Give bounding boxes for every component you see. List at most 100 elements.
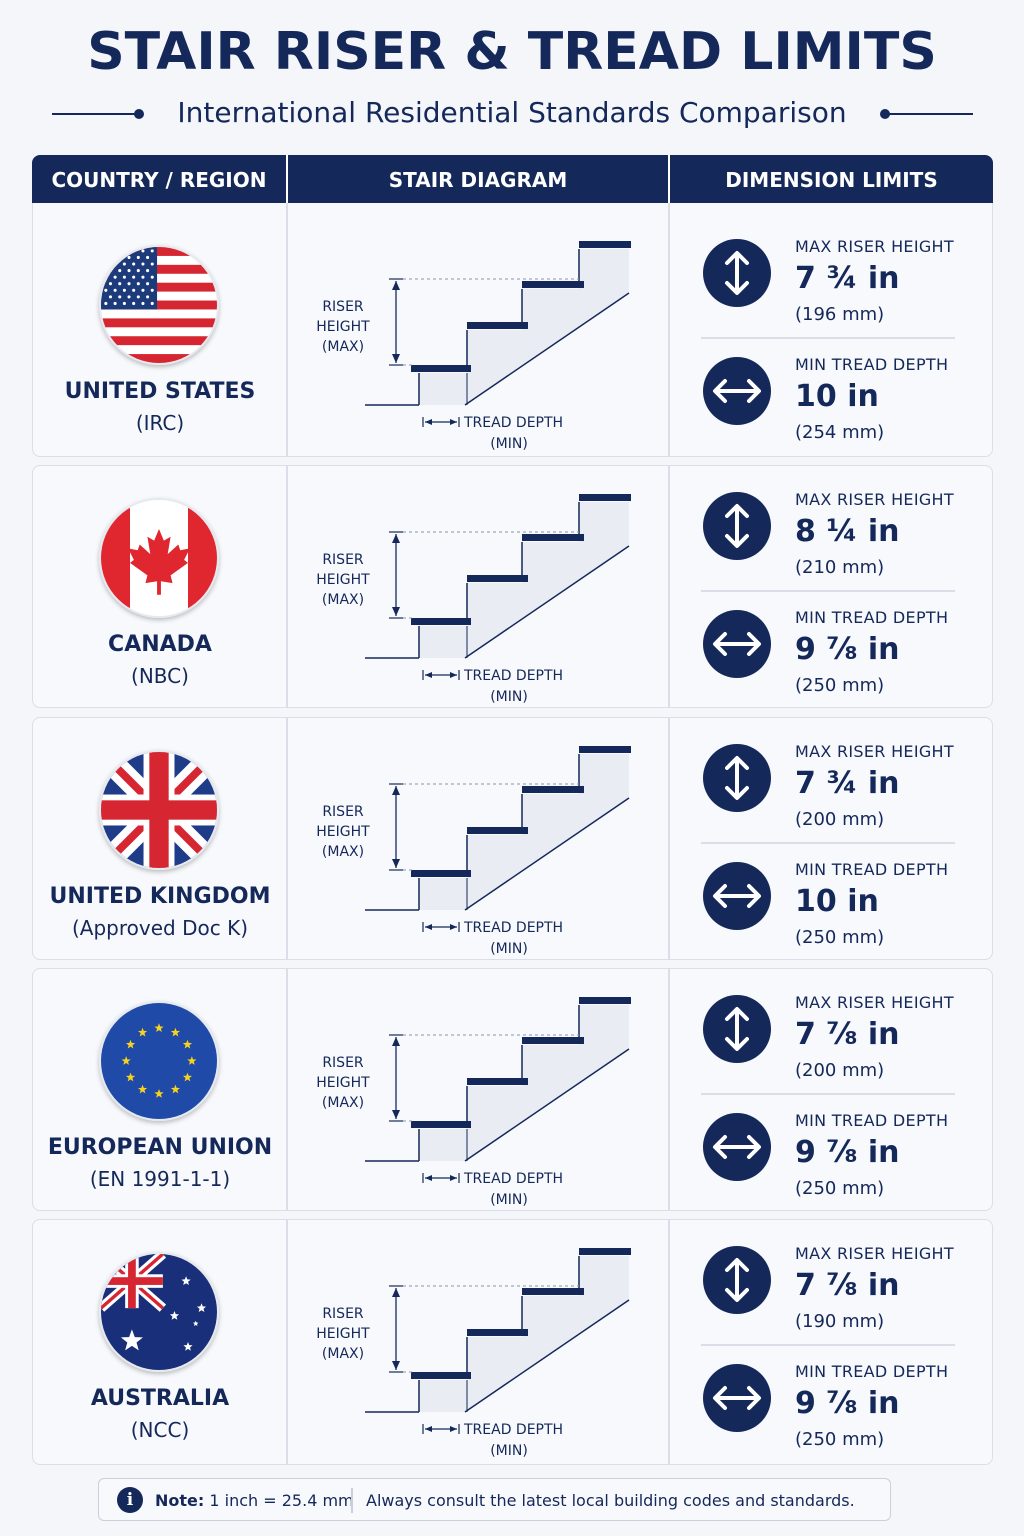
riser-label-line3: (MAX) [322, 1095, 364, 1111]
column-separator [668, 718, 670, 959]
riser-label-line1: RISER [322, 552, 364, 568]
tread-board [411, 870, 471, 877]
tread-board [579, 241, 631, 248]
column-header-separator [668, 155, 670, 203]
column-header-separator [286, 155, 288, 203]
note-conversion: Note: 1 inch = 25.4 mm [155, 1491, 354, 1510]
table-row-canada: CANADA (NBC) RISER HEIGHT (MAX) TREAD DEPTH (M… [32, 465, 993, 708]
dimension-limits: MAX RISER HEIGHT 7 ⅞ in (200 mm) MIN TREAD … [669, 969, 994, 1212]
riser-arrowhead [392, 607, 400, 616]
max-riser-label: MAX RISER HEIGHT [795, 993, 954, 1012]
tread-arrowhead [425, 1426, 432, 1432]
column-header-limits: DIMENSION LIMITS [725, 168, 938, 192]
min-tread-label: MIN TREAD DEPTH [795, 355, 949, 374]
riser-arrowhead [392, 1361, 400, 1370]
min-tread-value: 10 in [795, 379, 879, 414]
stair-diagram: RISER HEIGHT (MAX) TREAD DEPTH (MIN) [287, 718, 669, 961]
tread-arrowhead [425, 924, 432, 930]
max-riser-mm: (200 mm) [795, 1060, 885, 1081]
stair-diagram: RISER HEIGHT (MAX) TREAD DEPTH (MIN) [287, 213, 669, 456]
table-row-australia: AUSTRALIA (NCC) RISER HEIGHT (MAX) TREAD DEPT… [32, 1219, 993, 1465]
horizontal-double-arrow-icon [703, 357, 771, 425]
note-label: Note: [155, 1491, 205, 1510]
column-separator [668, 969, 670, 1210]
riser-label-line1: RISER [322, 299, 364, 315]
limits-separator [701, 590, 955, 592]
decorative-line-left [52, 113, 138, 115]
table-row-united-kingdom: UNITED KINGDOM (Approved Doc K) RISER HEIGH… [32, 717, 993, 960]
tread-label-line2: (MIN) [490, 1443, 528, 1459]
table-row-european-union: EUROPEAN UNION (EN 1991-1-1) RISER HEIGHT (M… [32, 968, 993, 1211]
riser-arrowhead [392, 1110, 400, 1119]
tread-board [411, 365, 471, 372]
min-tread-value: 9 ⅞ in [795, 1135, 900, 1170]
tread-board [522, 281, 584, 288]
min-tread-value: 9 ⅞ in [795, 1386, 900, 1421]
min-tread-label: MIN TREAD DEPTH [795, 860, 949, 879]
country-code: (EN 1991-1-1) [89, 1167, 231, 1191]
tread-label-line1: TREAD DEPTH [463, 1422, 563, 1438]
riser-arrowhead [392, 281, 400, 290]
tread-board [467, 575, 528, 582]
page-title: STAIR RISER & TREAD LIMITS [87, 22, 937, 82]
country-code: (Approved Doc K) [72, 916, 248, 940]
riser-label-line2: HEIGHT [316, 572, 370, 588]
limits-separator [701, 337, 955, 339]
dimension-limits: MAX RISER HEIGHT 7 ¾ in (200 mm) MIN TREAD … [669, 718, 994, 961]
tread-label-line1: TREAD DEPTH [463, 668, 563, 684]
country-code: (NBC) [131, 664, 189, 688]
us-flag [99, 245, 219, 365]
riser-label-line1: RISER [322, 804, 364, 820]
max-riser-label: MAX RISER HEIGHT [795, 1244, 954, 1263]
stair-diagram: RISER HEIGHT (MAX) TREAD DEPTH (MIN) [287, 969, 669, 1212]
min-tread-value: 10 in [795, 884, 879, 919]
tread-label-line2: (MIN) [490, 1192, 528, 1208]
info-icon: i [117, 1487, 143, 1513]
horizontal-double-arrow-icon [703, 862, 771, 930]
footnote: i Note: 1 inch = 25.4 mm Always consult … [98, 1478, 891, 1521]
country-code: (IRC) [135, 411, 185, 435]
min-tread-mm: (250 mm) [795, 675, 885, 696]
horizontal-double-arrow-icon [703, 610, 771, 678]
note-advice: Always consult the latest local building… [366, 1491, 855, 1510]
max-riser-value: 7 ¾ in [795, 766, 900, 801]
column-separator [286, 969, 288, 1210]
tread-arrowhead [450, 1426, 457, 1432]
column-header-country: COUNTRY / REGION [51, 168, 267, 192]
column-separator [286, 203, 288, 456]
max-riser-value: 7 ¾ in [795, 261, 900, 296]
table-header: COUNTRY / REGION STAIR DIAGRAM DIMENSION… [32, 155, 993, 203]
tread-board [579, 997, 631, 1004]
horizontal-double-arrow-icon [703, 1364, 771, 1432]
min-tread-label: MIN TREAD DEPTH [795, 1111, 949, 1130]
tread-board [522, 1037, 584, 1044]
max-riser-mm: (190 mm) [795, 1311, 885, 1332]
tread-board [579, 746, 631, 753]
riser-label-line2: HEIGHT [316, 319, 370, 335]
tread-arrowhead [450, 672, 457, 678]
decorative-dot-left [134, 109, 144, 119]
max-riser-label: MAX RISER HEIGHT [795, 742, 954, 761]
subtitle-row: International Residential Standards Comp… [0, 94, 1024, 134]
canada-flag [99, 498, 219, 618]
column-header-diagram: STAIR DIAGRAM [388, 168, 568, 192]
tread-board [467, 322, 528, 329]
max-riser-value: 8 ¼ in [795, 514, 900, 549]
vertical-double-arrow-icon [703, 1246, 771, 1314]
note-separator [351, 1488, 353, 1513]
stringer-line [464, 1048, 630, 1162]
decorative-line-right [886, 113, 973, 115]
riser-arrowhead [392, 786, 400, 795]
min-tread-value: 9 ⅞ in [795, 632, 900, 667]
dimension-limits: MAX RISER HEIGHT 8 ¼ in (210 mm) MIN TREAD … [669, 466, 994, 709]
riser-label-line2: HEIGHT [316, 1326, 370, 1342]
tread-board [579, 1248, 631, 1255]
australia-flag [99, 1252, 219, 1372]
column-separator [286, 466, 288, 707]
stair-diagram: RISER HEIGHT (MAX) TREAD DEPTH (MIN) [287, 466, 669, 709]
riser-arrowhead [392, 1288, 400, 1297]
tread-board [522, 786, 584, 793]
riser-label-line2: HEIGHT [316, 1075, 370, 1091]
eu-flag [99, 1001, 219, 1121]
tread-arrowhead [425, 1175, 432, 1181]
